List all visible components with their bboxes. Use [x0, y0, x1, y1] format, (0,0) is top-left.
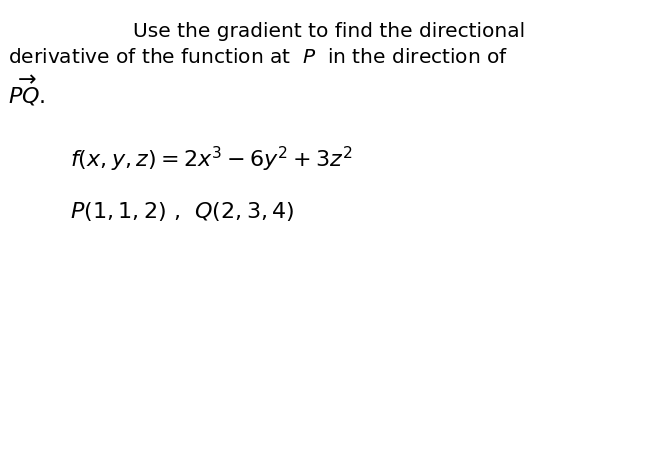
Text: $f(x, y, z) = 2x^3 - 6y^2 + 3z^2$: $f(x, y, z) = 2x^3 - 6y^2 + 3z^2$: [70, 145, 353, 174]
Text: $\overrightarrow{PQ}.$: $\overrightarrow{PQ}.$: [8, 74, 45, 108]
Text: derivative of the function at  $P$  in the direction of: derivative of the function at $P$ in the…: [8, 48, 508, 67]
Text: $P(1, 1, 2)$ ,  $Q(2, 3, 4)$: $P(1, 1, 2)$ , $Q(2, 3, 4)$: [70, 200, 295, 223]
Text: Use the gradient to find the directional: Use the gradient to find the directional: [133, 22, 525, 41]
